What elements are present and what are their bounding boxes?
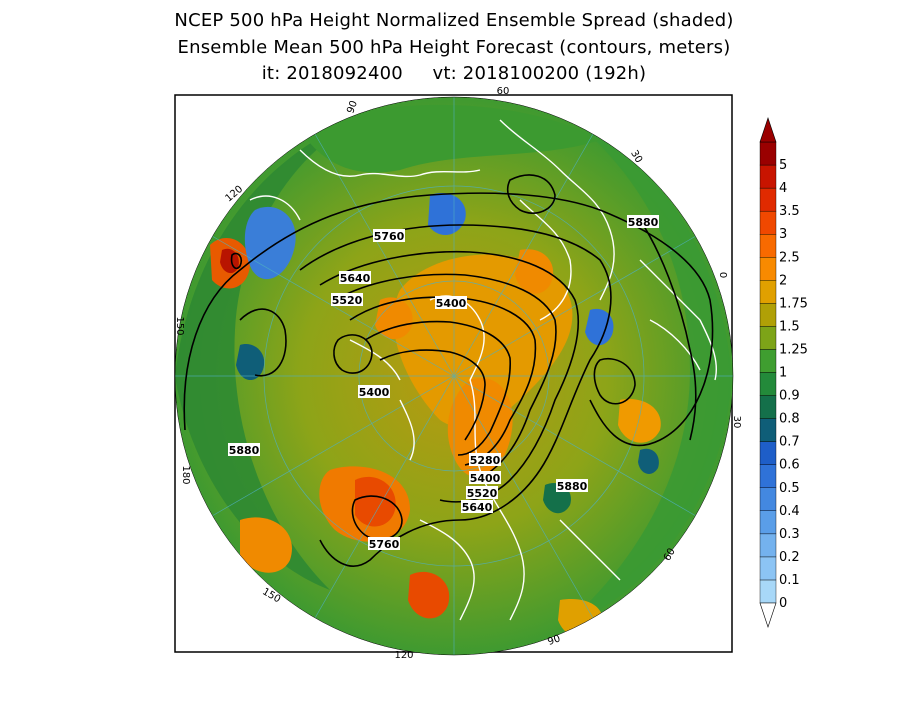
contour-label-bg bbox=[469, 453, 501, 466]
colorbar-swatch bbox=[759, 280, 777, 304]
contour-label: 5640 bbox=[462, 501, 493, 514]
colorbar-swatch bbox=[759, 533, 777, 558]
longitude-label: 0 bbox=[717, 272, 728, 278]
title-line-2: Ensemble Mean 500 hPa Height Forecast (c… bbox=[177, 37, 731, 58]
colorbar-swatch bbox=[759, 556, 777, 581]
colorbar-label: 0.8 bbox=[779, 412, 800, 427]
contour-label-bg bbox=[466, 486, 498, 499]
contour-label: 5880 bbox=[557, 480, 588, 493]
colorbar-swatch bbox=[759, 164, 777, 189]
contour-label-bg bbox=[228, 443, 260, 456]
colorbar-label: 1.5 bbox=[779, 319, 800, 334]
contour-label-bg bbox=[469, 471, 501, 484]
longitude-label: 150 bbox=[174, 316, 185, 335]
colorbar-swatch bbox=[759, 464, 777, 488]
colorbar-swatch bbox=[759, 510, 777, 535]
colorbar-swatch bbox=[759, 303, 777, 327]
contour-label: 5640 bbox=[340, 272, 371, 285]
colorbar-swatch bbox=[759, 141, 777, 166]
contour-label-bg bbox=[435, 296, 467, 309]
contour-label-bg bbox=[331, 293, 363, 306]
contour-label-bg bbox=[556, 479, 588, 492]
colorbar: 0 0.1 0.2 0.3 0.4 0.5 0.6 0.7 0.8 0.9 1 1.25 1.5 1.75… bbox=[759, 117, 808, 628]
colorbar-swatch bbox=[759, 349, 777, 373]
spread-shading bbox=[175, 97, 733, 655]
colorbar-label: 5 bbox=[779, 158, 787, 173]
contour-label-bg bbox=[368, 537, 400, 550]
longitude-label: 30 bbox=[731, 416, 742, 429]
colorbar-label: 1 bbox=[779, 366, 787, 381]
contour-label: 5400 bbox=[470, 472, 501, 485]
colorbar-swatch bbox=[759, 187, 777, 212]
colorbar-swatch bbox=[759, 326, 777, 350]
colorbar-label: 0 bbox=[779, 596, 787, 611]
colorbar-label: 3.5 bbox=[779, 204, 800, 219]
contour-label-bg bbox=[358, 385, 390, 398]
colorbar-swatch bbox=[759, 233, 777, 258]
colorbar-swatch bbox=[759, 210, 777, 235]
contour-label: 5760 bbox=[374, 230, 405, 243]
colorbar-label: 1.75 bbox=[779, 296, 808, 311]
colorbar-swatch bbox=[759, 487, 777, 511]
contour-label-bg bbox=[461, 500, 493, 513]
colorbar-label: 0.5 bbox=[779, 481, 800, 496]
colorbar-min-triangle bbox=[759, 602, 777, 628]
contour-label: 5520 bbox=[467, 487, 498, 500]
contour-label: 5520 bbox=[332, 294, 363, 307]
colorbar-label: 0.2 bbox=[779, 550, 800, 565]
colorbar-label: 2.5 bbox=[779, 250, 800, 265]
colorbar-label: 0.1 bbox=[779, 573, 800, 588]
map-disk-outline bbox=[174, 96, 734, 656]
colorbar-label: 0.6 bbox=[779, 458, 800, 473]
colorbar-label: 0.3 bbox=[779, 527, 800, 542]
title-line-1: NCEP 500 hPa Height Normalized Ensemble … bbox=[174, 10, 734, 31]
colorbar-swatch bbox=[759, 418, 777, 442]
colorbar-swatch bbox=[759, 441, 777, 465]
contour-label: 5280 bbox=[470, 454, 501, 467]
colorbar-swatch bbox=[759, 257, 777, 281]
colorbar-swatch bbox=[759, 372, 777, 396]
colorbar-label: 0.7 bbox=[779, 435, 800, 450]
contour-label-bg bbox=[627, 215, 659, 228]
colorbar-label: 0.4 bbox=[779, 504, 800, 519]
contour-label: 5400 bbox=[436, 297, 467, 310]
longitude-label: 90 bbox=[546, 633, 562, 648]
colorbar-max-triangle bbox=[759, 117, 777, 143]
contour-label-bg bbox=[339, 271, 371, 284]
contour-label-bg bbox=[373, 229, 405, 242]
longitude-label: 60 bbox=[497, 86, 510, 97]
colorbar-label: 4 bbox=[779, 181, 787, 196]
longitude-label: 90 bbox=[345, 99, 360, 115]
contour-label: 5880 bbox=[229, 444, 260, 457]
colorbar-label: 2 bbox=[779, 273, 787, 288]
colorbar-swatch bbox=[759, 395, 777, 419]
longitude-label: 120 bbox=[394, 650, 413, 661]
colorbar-label: 3 bbox=[779, 227, 787, 242]
colorbar-label: 1.25 bbox=[779, 342, 808, 357]
contour-label: 5400 bbox=[359, 386, 390, 399]
colorbar-label: 0.9 bbox=[779, 389, 800, 404]
contour-label: 5760 bbox=[369, 538, 400, 551]
title-line-3: it: 2018092400 vt: 2018100200 (192h) bbox=[261, 63, 647, 84]
colorbar-swatch bbox=[759, 579, 777, 604]
contour-label: 5880 bbox=[628, 216, 659, 229]
longitude-label: 180 bbox=[180, 465, 191, 484]
